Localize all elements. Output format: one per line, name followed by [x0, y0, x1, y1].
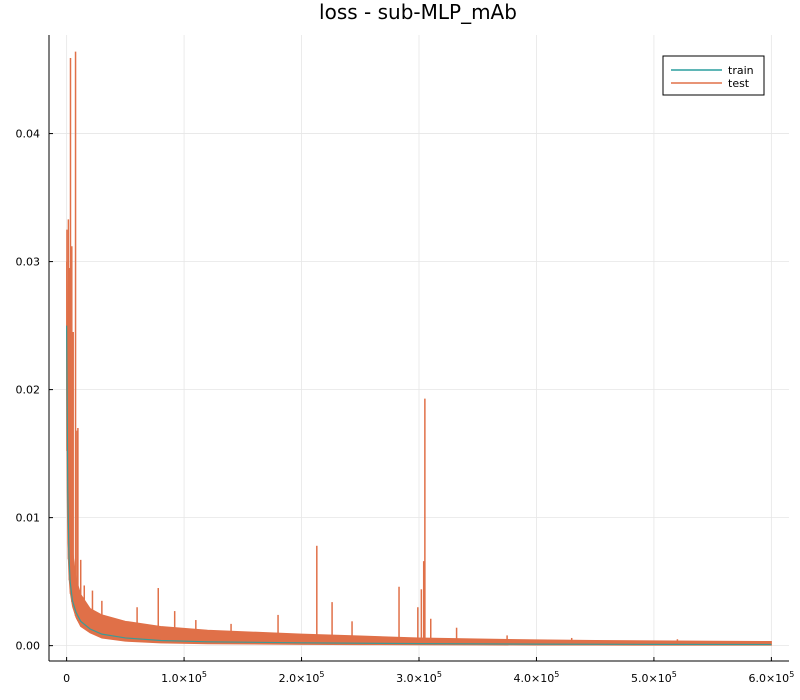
grid	[49, 35, 789, 661]
y-tick-label: 0.00	[16, 640, 41, 653]
x-tick-label: 1.0×105	[161, 670, 207, 685]
tick-labels: 0.00 0.01 0.02 0.03 0.04 0 1.0×105 2.0×105 3.0×1…	[16, 128, 795, 685]
x-tick-label: 2.0×105	[279, 670, 325, 685]
legend-label-train: train	[728, 64, 754, 77]
x-tick-label: 0	[63, 672, 70, 685]
y-tick-label: 0.04	[16, 128, 41, 141]
x-tick-label: 3.0×105	[396, 670, 442, 685]
y-tick-label: 0.01	[16, 512, 41, 525]
x-tick-label: 5.0×105	[631, 670, 677, 685]
y-tick-label: 0.03	[16, 256, 41, 269]
plot-area	[66, 51, 772, 646]
legend-label-test: test	[728, 77, 750, 90]
legend-box	[662, 55, 765, 96]
legend: train test	[662, 55, 765, 96]
y-tick-label: 0.02	[16, 384, 41, 397]
x-tick-label: 4.0×105	[514, 670, 560, 685]
chart-title: loss - sub-MLP_mAb	[319, 0, 517, 24]
x-tick-label: 6.0×105	[748, 670, 794, 685]
train-series-line	[66, 325, 772, 646]
